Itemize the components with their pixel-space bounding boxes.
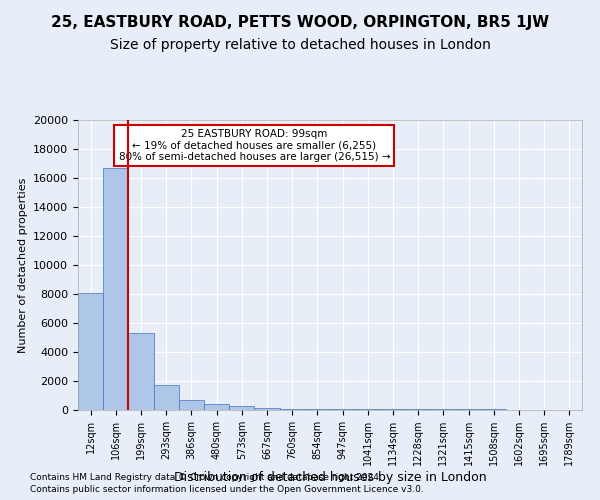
Text: Contains public sector information licensed under the Open Government Licence v3: Contains public sector information licen… (30, 485, 424, 494)
Bar (355, 409, 380, 410)
Bar (128, 333, 154, 410)
Text: Contains HM Land Registry data © Crown copyright and database right 2024.: Contains HM Land Registry data © Crown c… (30, 472, 382, 482)
Bar (280, 408, 305, 410)
Text: 25, EASTBURY ROAD, PETTS WOOD, ORPINGTON, BR5 1JW: 25, EASTBURY ROAD, PETTS WOOD, ORPINGTON… (51, 15, 549, 30)
Bar (305, 409, 330, 410)
Y-axis label: Number of detached properties: Number of detached properties (17, 178, 28, 352)
Bar (179, 400, 204, 410)
Bar (78, 292, 103, 410)
X-axis label: Distribution of detached houses by size in London: Distribution of detached houses by size … (173, 471, 487, 484)
Bar (103, 168, 128, 410)
Bar (380, 409, 406, 410)
Bar (204, 404, 229, 410)
Bar (254, 408, 280, 410)
Bar (330, 409, 355, 410)
Text: Size of property relative to detached houses in London: Size of property relative to detached ho… (110, 38, 490, 52)
Bar (154, 384, 179, 410)
Text: 25 EASTBURY ROAD: 99sqm
← 19% of detached houses are smaller (6,255)
80% of semi: 25 EASTBURY ROAD: 99sqm ← 19% of detache… (119, 128, 390, 162)
Bar (229, 406, 254, 410)
